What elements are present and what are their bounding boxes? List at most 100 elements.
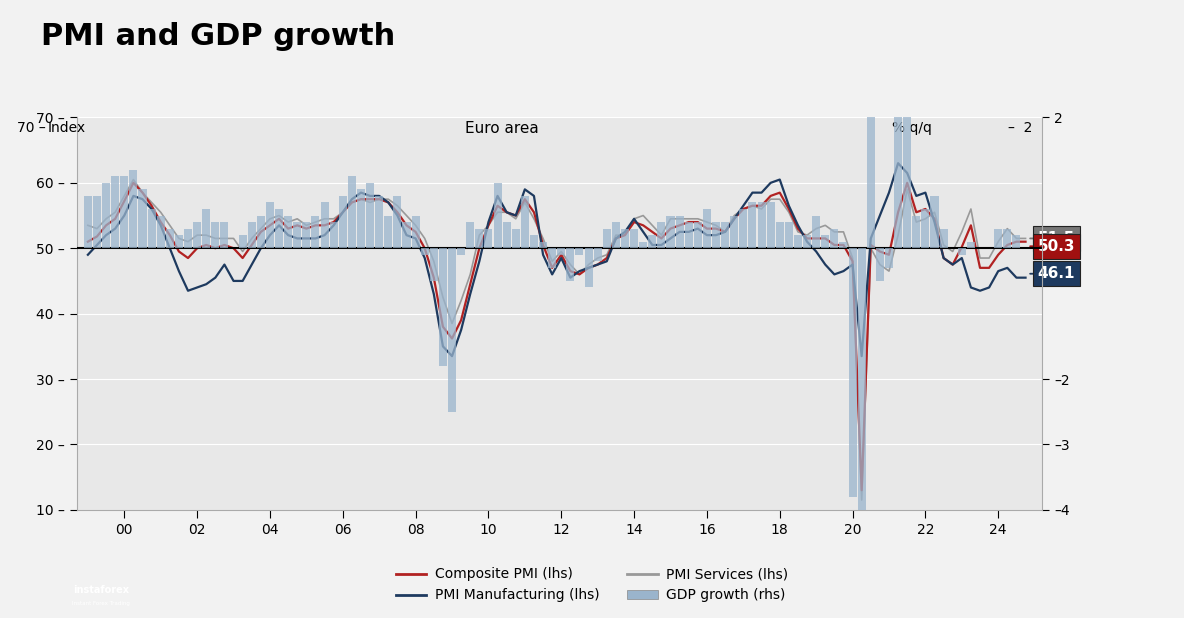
Bar bbox=[830, 229, 838, 248]
Bar bbox=[321, 203, 329, 248]
Bar bbox=[412, 216, 419, 248]
Bar bbox=[839, 242, 848, 248]
Bar bbox=[148, 209, 155, 248]
Text: 51.5: 51.5 bbox=[1038, 231, 1075, 246]
Bar bbox=[339, 196, 347, 248]
Bar bbox=[803, 235, 811, 248]
Text: –  2: – 2 bbox=[1008, 121, 1032, 135]
Bar bbox=[667, 216, 675, 248]
Bar bbox=[630, 229, 638, 248]
Bar bbox=[275, 209, 283, 248]
Bar bbox=[812, 216, 821, 248]
Bar bbox=[620, 229, 629, 248]
Bar bbox=[776, 222, 784, 248]
Bar bbox=[375, 196, 384, 248]
Bar bbox=[385, 216, 392, 248]
Bar bbox=[366, 183, 374, 248]
Bar bbox=[867, 0, 875, 248]
Bar bbox=[694, 222, 702, 248]
Bar bbox=[94, 196, 101, 248]
Bar bbox=[284, 216, 292, 248]
Bar bbox=[311, 216, 320, 248]
Bar bbox=[894, 104, 902, 248]
Bar bbox=[1012, 235, 1021, 248]
Bar bbox=[211, 222, 219, 248]
Bar bbox=[202, 209, 211, 248]
Bar bbox=[676, 216, 683, 248]
Bar bbox=[156, 216, 165, 248]
Bar bbox=[294, 222, 301, 248]
Text: Instant Forex Trading: Instant Forex Trading bbox=[72, 601, 129, 606]
Bar bbox=[448, 248, 456, 412]
Bar bbox=[794, 235, 802, 248]
Bar bbox=[639, 242, 648, 248]
Bar bbox=[548, 248, 556, 268]
Legend: Composite PMI (lhs), PMI Manufacturing (lhs), PMI Services (lhs), GDP growth (rh: Composite PMI (lhs), PMI Manufacturing (… bbox=[391, 562, 793, 608]
Bar bbox=[921, 209, 929, 248]
Bar bbox=[439, 248, 446, 366]
Text: 50.3: 50.3 bbox=[1037, 239, 1075, 254]
Bar bbox=[420, 248, 429, 255]
Bar bbox=[329, 222, 337, 248]
Bar bbox=[302, 222, 310, 248]
Bar bbox=[247, 222, 256, 248]
Bar bbox=[121, 176, 128, 248]
Bar bbox=[84, 196, 92, 248]
Bar bbox=[603, 229, 611, 248]
Bar bbox=[220, 222, 229, 248]
Bar bbox=[721, 222, 729, 248]
Bar bbox=[521, 196, 529, 248]
Text: 46.1: 46.1 bbox=[1037, 266, 1075, 281]
Bar bbox=[475, 229, 483, 248]
Bar bbox=[539, 242, 547, 248]
Text: 70 –: 70 – bbox=[17, 121, 46, 135]
Bar bbox=[239, 235, 246, 248]
Bar bbox=[703, 209, 710, 248]
Bar bbox=[102, 183, 110, 248]
Bar bbox=[257, 216, 265, 248]
Bar bbox=[785, 222, 793, 248]
Bar bbox=[849, 248, 856, 497]
Bar bbox=[748, 203, 757, 248]
Bar bbox=[593, 248, 601, 261]
Bar bbox=[129, 170, 137, 248]
Bar bbox=[175, 235, 182, 248]
Bar bbox=[266, 203, 274, 248]
Text: Index: Index bbox=[49, 121, 86, 135]
Bar bbox=[575, 248, 584, 255]
Text: PMI and GDP growth: PMI and GDP growth bbox=[41, 22, 395, 51]
Bar bbox=[731, 216, 739, 248]
Bar bbox=[484, 229, 493, 248]
Text: Euro area: Euro area bbox=[464, 121, 539, 137]
Bar bbox=[503, 222, 510, 248]
Bar bbox=[530, 235, 538, 248]
Bar bbox=[903, 98, 912, 248]
Bar bbox=[1003, 229, 1011, 248]
Bar bbox=[184, 229, 192, 248]
Bar bbox=[348, 176, 356, 248]
Bar bbox=[612, 222, 620, 248]
Bar bbox=[558, 248, 565, 255]
Text: % q/q: % q/q bbox=[893, 121, 932, 135]
Bar bbox=[967, 242, 974, 248]
Bar bbox=[684, 222, 693, 248]
Bar bbox=[649, 235, 656, 248]
Bar bbox=[958, 248, 966, 255]
Bar bbox=[712, 222, 720, 248]
Bar bbox=[857, 248, 866, 618]
Bar bbox=[913, 216, 920, 248]
Bar bbox=[931, 196, 939, 248]
Bar bbox=[193, 222, 201, 248]
Bar bbox=[739, 209, 747, 248]
Bar bbox=[358, 189, 365, 248]
Bar bbox=[585, 248, 592, 287]
Bar bbox=[494, 183, 502, 248]
Bar bbox=[403, 222, 411, 248]
Bar bbox=[766, 203, 774, 248]
Bar bbox=[166, 229, 174, 248]
Bar bbox=[884, 248, 893, 268]
Bar bbox=[430, 248, 438, 281]
Bar bbox=[566, 248, 574, 281]
Bar bbox=[657, 222, 665, 248]
Bar bbox=[466, 222, 475, 248]
